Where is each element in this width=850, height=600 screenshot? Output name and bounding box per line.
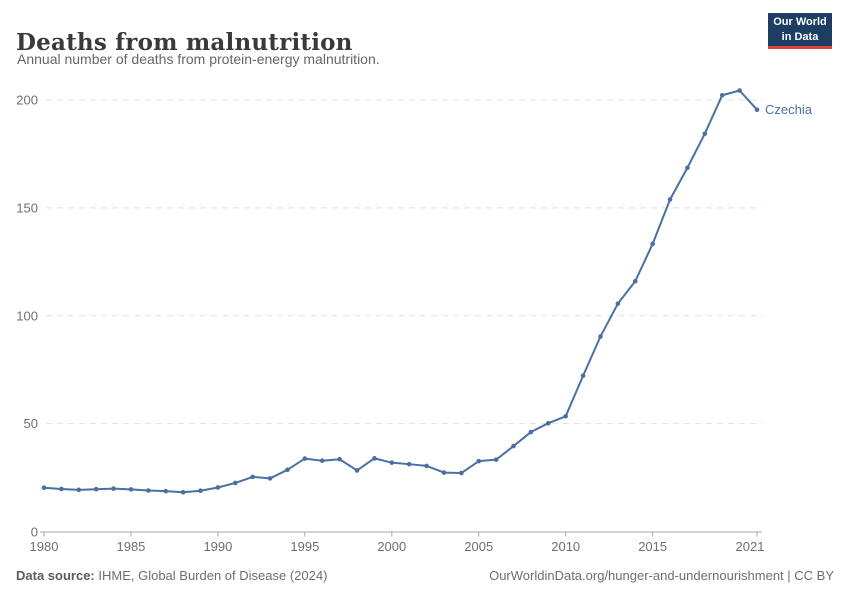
data-point <box>406 461 412 467</box>
data-point <box>93 486 99 492</box>
data-point <box>632 278 638 284</box>
x-axis-tick-label: 1995 <box>290 539 319 554</box>
data-point <box>546 420 551 426</box>
data-point <box>372 456 377 461</box>
data-point <box>267 476 273 481</box>
data-point <box>111 486 116 491</box>
data-point <box>424 463 429 469</box>
data-point <box>563 413 568 419</box>
y-axis-tick-label: 150 <box>16 200 38 215</box>
chart-line <box>43 89 758 494</box>
owid-logo-line2: in Data <box>781 30 819 43</box>
series-label: Czechia <box>765 102 813 117</box>
data-point <box>737 88 742 93</box>
data-point <box>598 334 603 339</box>
data-point <box>615 301 621 306</box>
data-point <box>754 107 760 113</box>
owid-logo-line1: Our World <box>773 16 827 29</box>
data-point <box>493 457 499 462</box>
chart-subtitle: Annual number of deaths from protein-ene… <box>17 51 380 67</box>
data-point <box>354 468 360 473</box>
data-point <box>667 197 673 202</box>
data-point <box>476 458 482 464</box>
y-axis-tick-label: 50 <box>24 416 38 431</box>
data-point <box>41 485 47 491</box>
data-point <box>128 487 134 492</box>
data-point <box>180 489 186 495</box>
data-point <box>319 458 325 464</box>
data-point <box>702 131 708 136</box>
data-point <box>198 488 203 494</box>
data-point <box>302 456 308 461</box>
data-point <box>215 485 221 490</box>
data-point <box>580 373 586 379</box>
data-source: Data source: IHME, Global Burden of Dise… <box>16 568 327 583</box>
data-point <box>441 470 447 475</box>
chart-footer: Data source: IHME, Global Burden of Dise… <box>16 568 834 583</box>
data-point <box>285 467 290 473</box>
x-axis-tick-label: 2005 <box>464 539 493 554</box>
data-point <box>250 474 255 480</box>
data-point <box>389 460 395 465</box>
page-title: Deaths from malnutrition <box>16 29 353 57</box>
data-source-text: IHME, Global Burden of Disease (2024) <box>94 568 328 583</box>
data-point <box>650 241 655 247</box>
y-axis-tick-label: 200 <box>16 93 38 108</box>
x-axis-tick-label: 1985 <box>116 539 145 554</box>
x-axis-tick-label: 1990 <box>203 539 232 554</box>
data-point <box>511 443 516 449</box>
y-axis-tick-label: 100 <box>16 308 38 323</box>
data-point <box>76 487 82 493</box>
data-point <box>719 92 725 98</box>
owid-logo: Our World in Data <box>768 13 832 49</box>
data-point <box>685 165 690 171</box>
x-axis-tick-label: 2015 <box>638 539 667 554</box>
data-point <box>232 480 238 486</box>
owid-url-link[interactable]: OurWorldinData.org/hunger-and-undernouri… <box>489 568 834 583</box>
x-axis-tick-label: 2021 <box>736 539 765 554</box>
x-axis-tick-label: 1980 <box>30 539 59 554</box>
data-point <box>163 488 169 494</box>
data-source-label: Data source: <box>16 568 95 583</box>
data-point <box>528 429 534 435</box>
x-axis-tick-label: 2010 <box>551 539 580 554</box>
x-axis-tick-label: 2000 <box>377 539 406 554</box>
y-axis-tick-label: 0 <box>31 525 38 540</box>
data-point <box>459 470 464 476</box>
data-point <box>337 456 342 462</box>
data-point <box>146 488 151 493</box>
data-point <box>59 486 64 492</box>
